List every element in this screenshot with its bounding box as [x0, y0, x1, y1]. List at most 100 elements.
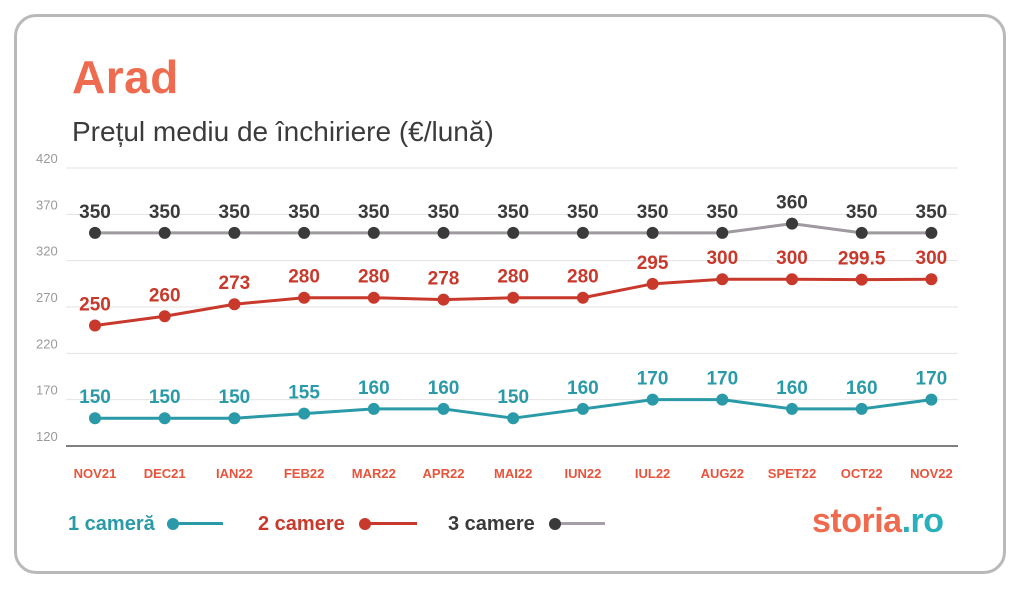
data-label: 280 — [567, 267, 599, 288]
legend-dot — [548, 518, 561, 530]
data-label: 155 — [288, 383, 320, 404]
data-label: 295 — [637, 253, 669, 274]
data-point — [507, 412, 520, 425]
data-label: 273 — [219, 273, 251, 294]
y-tick-label: 320 — [36, 244, 58, 259]
data-point — [367, 402, 380, 415]
x-tick-label: FEB22 — [284, 466, 324, 481]
legend-item-2-camere: 2 camere — [258, 510, 417, 538]
data-label: 350 — [567, 202, 599, 223]
data-point — [855, 402, 868, 415]
data-point — [507, 291, 520, 304]
data-point — [298, 407, 311, 420]
x-tick-label: OCT22 — [841, 466, 883, 481]
legend-item-1-camera: 1 cameră — [68, 510, 223, 538]
x-tick-label: MAR22 — [352, 466, 396, 481]
legend-label: 3 camere — [448, 512, 535, 535]
storia-logo: storia.ro — [812, 502, 944, 541]
legend-dot — [358, 518, 371, 530]
legend-line-marker — [358, 517, 417, 531]
legend-line-marker — [166, 517, 223, 531]
logo-text-storia: storia — [812, 502, 902, 540]
data-point — [367, 291, 380, 304]
x-tick-label: NOV21 — [74, 466, 117, 481]
data-point — [89, 319, 101, 332]
y-tick-label: 120 — [36, 429, 58, 444]
data-point — [437, 293, 450, 306]
data-label: 160 — [567, 378, 599, 399]
data-point — [646, 393, 659, 406]
data-point — [576, 402, 589, 415]
x-tick-label: NOV22 — [910, 466, 953, 481]
data-point — [89, 412, 101, 425]
x-tick-label: MAI22 — [494, 466, 532, 481]
data-label: 170 — [637, 369, 669, 390]
data-point — [646, 226, 659, 239]
data-label: 150 — [497, 387, 529, 408]
legend-label: 2 camere — [258, 512, 345, 535]
y-tick-label: 370 — [36, 197, 58, 212]
data-label: 280 — [288, 267, 320, 288]
data-point — [89, 226, 101, 239]
data-point — [158, 226, 171, 239]
data-point — [786, 402, 798, 415]
data-label: 350 — [288, 202, 320, 223]
y-tick-label: 270 — [36, 290, 58, 305]
data-label: 170 — [706, 369, 738, 390]
data-label: 278 — [428, 269, 460, 290]
data-point — [925, 226, 938, 239]
data-label: 150 — [219, 387, 251, 408]
y-tick-label: 420 — [36, 151, 58, 166]
legend-line-marker — [548, 517, 605, 531]
data-label: 300 — [706, 248, 738, 269]
data-point — [716, 273, 729, 286]
data-label: 150 — [79, 387, 111, 408]
data-label: 350 — [79, 202, 111, 223]
x-tick-label: DEC21 — [144, 466, 186, 481]
data-label: 350 — [497, 202, 529, 223]
data-label: 300 — [776, 248, 808, 269]
data-label: 280 — [497, 267, 529, 288]
data-point — [716, 226, 729, 239]
legend-line — [364, 522, 417, 525]
x-tick-label: IUN22 — [564, 466, 601, 481]
data-point — [855, 273, 868, 286]
legend-line — [554, 522, 605, 525]
data-label: 350 — [149, 202, 181, 223]
data-label: 350 — [428, 202, 460, 223]
data-point — [786, 273, 798, 286]
x-tick-label: SPET22 — [768, 466, 816, 481]
data-label: 170 — [916, 369, 948, 390]
series-2-camere: 250 260 273 280 280 278 280 280 295 300 300 299.5 30… — [79, 248, 948, 332]
data-label: 260 — [149, 285, 181, 306]
data-point — [437, 226, 450, 239]
legend-label: 1 cameră — [68, 512, 155, 535]
chart-title: Arad — [72, 51, 179, 103]
data-point — [158, 310, 171, 323]
x-tick-label: APR22 — [423, 466, 465, 481]
data-point — [786, 217, 798, 230]
data-point — [437, 402, 450, 415]
legend-dot — [166, 518, 179, 530]
data-label: 350 — [916, 202, 948, 223]
data-point — [228, 412, 241, 425]
data-label: 160 — [776, 378, 808, 399]
data-point — [855, 226, 868, 239]
data-point — [298, 226, 311, 239]
data-point — [298, 291, 311, 304]
data-point — [158, 412, 171, 425]
logo-text-ro: .ro — [901, 502, 944, 540]
series-3-camere: 350 350 350 350 350 350 350 350 350 350 360 350 350 — [79, 193, 947, 239]
series-1-camera: 150 150 150 155 160 160 150 160 170 170 160 160 170 — [79, 369, 947, 425]
data-point — [716, 393, 729, 406]
data-label: 300 — [916, 248, 948, 269]
data-label: 350 — [637, 202, 669, 223]
data-point — [228, 298, 241, 311]
chart-subtitle: Prețul mediu de închiriere (€/lună) — [72, 116, 494, 147]
x-tick-label: IAN22 — [216, 466, 253, 481]
data-point — [576, 291, 589, 304]
data-label: 350 — [219, 202, 251, 223]
data-point — [925, 393, 938, 406]
x-tick-label: IUL22 — [635, 466, 670, 481]
data-label: 250 — [79, 295, 111, 316]
